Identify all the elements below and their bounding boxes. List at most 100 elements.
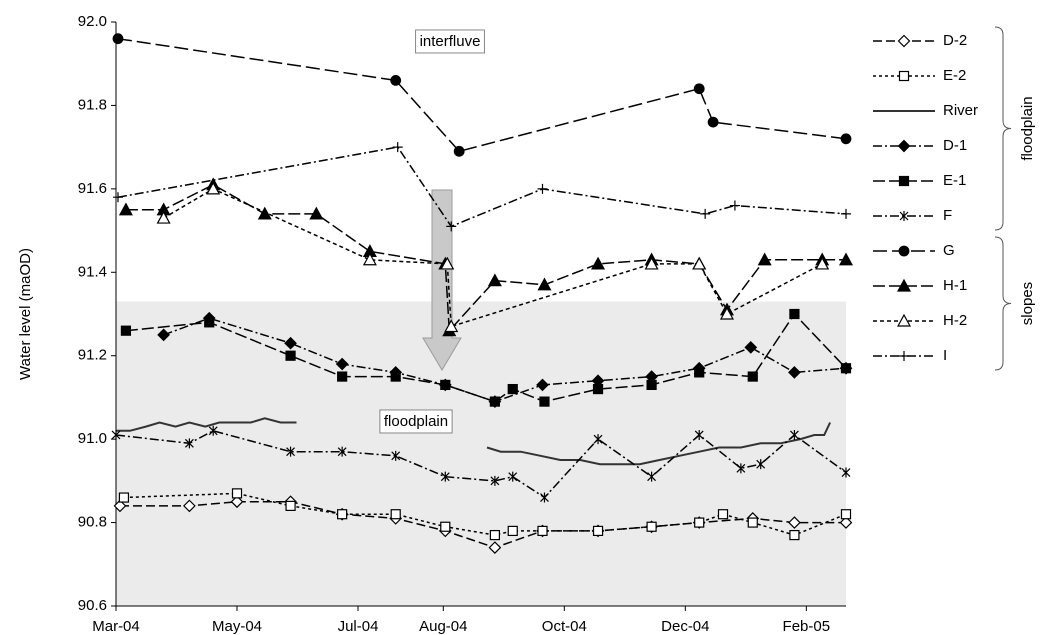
marker — [112, 33, 124, 45]
y-tick-label: 91.4 — [78, 263, 107, 280]
marker — [206, 181, 221, 195]
shaded-band — [116, 301, 846, 606]
marker — [789, 308, 800, 320]
marker — [692, 256, 707, 270]
annotation: floodplain — [384, 413, 448, 430]
marker — [440, 379, 451, 391]
series-line — [116, 417, 832, 466]
marker — [591, 256, 606, 270]
marker — [157, 328, 170, 342]
marker — [729, 200, 740, 211]
marker — [230, 495, 244, 509]
marker — [644, 256, 659, 270]
marker — [489, 529, 500, 541]
y-tick-label: 90.6 — [78, 597, 107, 614]
series-line — [117, 146, 847, 228]
legend-label: I — [943, 347, 947, 364]
marker — [390, 74, 402, 86]
annotation-box — [379, 409, 453, 434]
legend-label: D-1 — [943, 137, 967, 154]
marker — [390, 371, 401, 382]
marker — [488, 541, 502, 554]
legend-label: River — [943, 102, 978, 119]
marker — [815, 256, 830, 270]
marker — [286, 446, 295, 457]
marker — [537, 277, 552, 291]
marker — [392, 142, 403, 153]
marker — [337, 509, 348, 520]
marker — [788, 366, 801, 379]
marker — [507, 525, 518, 537]
marker — [841, 467, 851, 478]
marker — [694, 367, 705, 378]
marker — [700, 208, 711, 219]
marker — [337, 371, 348, 382]
marker — [747, 371, 758, 382]
marker — [453, 145, 465, 157]
marker — [540, 492, 549, 503]
marker — [204, 317, 215, 328]
marker — [284, 336, 297, 350]
marker — [156, 210, 171, 224]
marker — [841, 208, 851, 219]
marker — [897, 34, 911, 48]
marker — [536, 378, 549, 392]
legend-label: D-2 — [943, 32, 967, 49]
marker — [840, 509, 852, 520]
marker — [487, 273, 502, 287]
legend-group-label: slopes — [1019, 282, 1036, 325]
marker — [489, 396, 500, 407]
marker — [896, 278, 912, 292]
y-tick-label: 92.0 — [78, 13, 107, 30]
marker — [208, 425, 218, 436]
marker — [335, 357, 349, 371]
marker — [391, 450, 401, 461]
marker — [896, 313, 912, 327]
annotation: interfluve — [420, 33, 481, 50]
marker — [707, 116, 719, 128]
marker — [183, 499, 196, 513]
x-tick-label: Mar-04 — [92, 618, 140, 635]
marker — [537, 183, 548, 194]
marker — [446, 221, 457, 232]
marker — [118, 492, 130, 503]
legend-label: E-1 — [943, 172, 966, 189]
series-line — [163, 188, 823, 328]
marker — [539, 396, 550, 407]
marker — [719, 306, 734, 320]
marker — [694, 429, 704, 440]
series-line — [117, 37, 847, 153]
marker — [390, 509, 401, 520]
marker — [440, 256, 455, 270]
x-tick-label: Aug-04 — [419, 618, 467, 635]
data-layer: interfluve floodplain D-2 E-2 River D-1 E-1 F G H… — [111, 26, 1036, 554]
marker — [789, 529, 800, 541]
background-layer: 90.6 90.8 91.0 91.2 91.4 91.6 91.8 92.0 Mar-04 Ma… — [78, 13, 846, 635]
legend-brace — [994, 26, 1012, 231]
x-tick-label: Feb-05 — [783, 618, 831, 635]
marker — [592, 383, 604, 395]
marker — [899, 351, 909, 361]
marker — [840, 363, 852, 374]
y-tick-label: 91.6 — [78, 180, 107, 197]
series-line — [163, 317, 847, 403]
marker — [898, 70, 910, 82]
marker — [285, 350, 296, 361]
x-tick-label: May-04 — [212, 618, 262, 635]
marker — [899, 211, 909, 221]
marker — [593, 434, 603, 445]
legend-brace — [994, 236, 1012, 371]
marker — [592, 525, 604, 537]
y-tick-label: 91.8 — [78, 96, 107, 113]
arrow — [422, 189, 462, 371]
marker — [840, 133, 852, 145]
marker — [337, 446, 347, 457]
marker — [898, 175, 910, 187]
marker — [257, 206, 272, 220]
marker — [897, 139, 911, 153]
marker — [440, 471, 450, 482]
marker — [838, 252, 854, 266]
marker — [112, 192, 123, 203]
marker — [120, 325, 132, 336]
